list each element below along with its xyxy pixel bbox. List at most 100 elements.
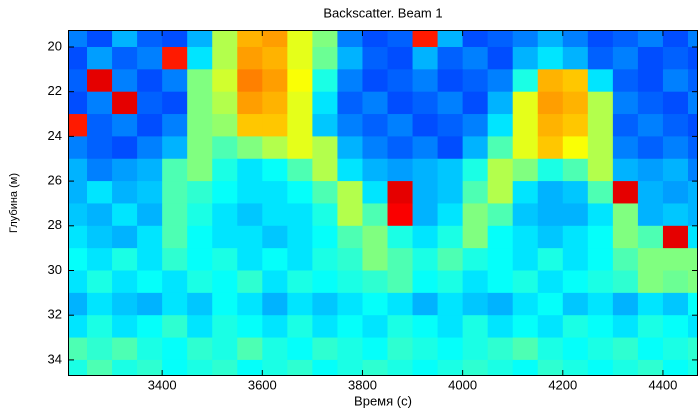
heatmap-cell [637, 359, 664, 376]
heatmap-cell [312, 270, 338, 294]
heatmap-cell [137, 203, 163, 227]
heatmap-cell [437, 46, 464, 70]
heatmap-cell [487, 248, 514, 272]
heatmap-cell [412, 30, 439, 48]
heatmap-cell [662, 158, 689, 182]
heatmap-cell [112, 203, 138, 227]
heatmap-cell [112, 46, 138, 70]
heatmap-cell [212, 46, 238, 70]
x-tick-label: 3400 [148, 377, 177, 392]
heatmap-cell [287, 359, 313, 376]
heatmap-cell [562, 359, 589, 376]
heatmap-cell [237, 270, 263, 294]
heatmap-cell [537, 158, 564, 182]
heatmap-cell [512, 203, 539, 227]
heatmap-cell [637, 136, 664, 160]
heatmap-cell [237, 69, 263, 93]
heatmap-cell [562, 30, 589, 48]
heatmap-cell [187, 46, 213, 70]
heatmap-cell [362, 270, 389, 294]
heatmap-cell [462, 359, 489, 376]
heatmap-cell [387, 91, 414, 115]
heatmap-cell [262, 225, 288, 249]
heatmap-cell [187, 158, 213, 182]
heatmap-cell [237, 158, 263, 182]
heatmap-cell [412, 181, 439, 204]
heatmap-cell [362, 315, 389, 339]
heatmap-cell [337, 248, 363, 272]
heatmap-cell [462, 315, 489, 339]
heatmap-cell [87, 30, 113, 48]
heatmap-cell [637, 315, 664, 339]
heatmap-cell [68, 270, 88, 294]
heatmap-cell [162, 91, 188, 115]
y-tick-label: 30 [48, 262, 62, 277]
heatmap-cell [287, 30, 313, 48]
heatmap-cell [262, 248, 288, 272]
heatmap-cell [687, 248, 698, 272]
heatmap-cell [662, 46, 689, 70]
y-tick-label: 20 [48, 38, 62, 53]
heatmap-cell [112, 114, 138, 137]
heatmap-cell [462, 91, 489, 115]
heatmap-cell [68, 337, 88, 361]
heatmap-cell [162, 315, 188, 339]
heatmap-cell [312, 315, 338, 339]
heatmap-cell [462, 136, 489, 160]
heatmap-cell [612, 158, 639, 182]
heatmap-cell [68, 292, 88, 316]
heatmap-cell [312, 136, 338, 160]
heatmap-cell [437, 203, 464, 227]
heatmap-cell [112, 315, 138, 339]
heatmap-cell [562, 46, 589, 70]
heatmap-cell [587, 337, 614, 361]
heatmap-cell [512, 136, 539, 160]
heatmap-cell [362, 337, 389, 361]
heatmap-cell [537, 248, 564, 272]
heatmap-cell [137, 292, 163, 316]
heatmap-cell [487, 270, 514, 294]
y-tick-label: 26 [48, 173, 62, 188]
heatmap-cell [537, 203, 564, 227]
heatmap-cell [512, 292, 539, 316]
heatmap-cell [68, 225, 88, 249]
heatmap-cell [87, 203, 113, 227]
heatmap-cell [537, 91, 564, 115]
heatmap-cell [337, 69, 363, 93]
heatmap-cell [587, 69, 614, 93]
heatmap-cell [562, 114, 589, 137]
heatmap-cell [162, 248, 188, 272]
heatmap-cell [537, 359, 564, 376]
heatmap-cell [187, 114, 213, 137]
heatmap-cell [362, 359, 389, 376]
heatmap-cell [587, 315, 614, 339]
heatmap-cell [262, 181, 288, 204]
heatmap-cell [587, 292, 614, 316]
heatmap-cell [437, 30, 464, 48]
heatmap-cell [587, 114, 614, 137]
heatmap-cell [612, 30, 639, 48]
heatmap-cell [687, 270, 698, 294]
heatmap-cell [137, 248, 163, 272]
heatmap-cell [487, 69, 514, 93]
heatmap-cell [237, 91, 263, 115]
heatmap-cell [687, 337, 698, 361]
heatmap-cell [612, 114, 639, 137]
heatmap-cell [587, 136, 614, 160]
heatmap-cell [237, 225, 263, 249]
heatmap-cell [612, 181, 639, 204]
heatmap-cell [612, 225, 639, 249]
heatmap-cell [287, 69, 313, 93]
heatmap-cell [287, 248, 313, 272]
heatmap-cell [462, 225, 489, 249]
heatmap-cell [387, 114, 414, 137]
heatmap-cell [562, 292, 589, 316]
heatmap-cell [562, 270, 589, 294]
heatmap-cell [637, 225, 664, 249]
heatmap-cell [337, 203, 363, 227]
heatmap-cell [387, 248, 414, 272]
heatmap-cell [612, 46, 639, 70]
heatmap-cell [487, 114, 514, 137]
heatmap-cell [137, 225, 163, 249]
heatmap-cell [637, 203, 664, 227]
